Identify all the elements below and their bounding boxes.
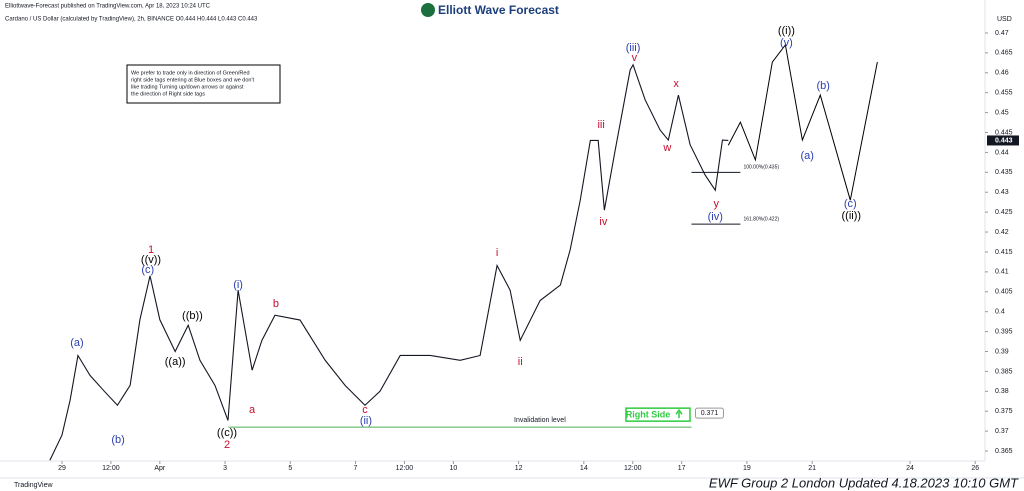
x-tick-label: Apr <box>154 465 166 472</box>
y-tick-label: 0.47 <box>995 30 1009 37</box>
y-tick-label: 0.39 <box>995 348 1009 355</box>
wave-label: i <box>496 247 498 259</box>
wave-label: (a) <box>70 337 83 349</box>
y-tick-label: 0.445 <box>995 129 1013 136</box>
x-tick-label: 12 <box>515 465 523 472</box>
wave-label: 2 <box>224 439 230 451</box>
note-box <box>126 64 281 104</box>
y-tick-label: 0.4 <box>995 309 1005 316</box>
published-line: Elliottwave-Forecast published on Tradin… <box>5 4 211 10</box>
x-tick-label: 26 <box>971 465 979 472</box>
y-tick-label: 0.395 <box>995 328 1013 335</box>
wave-label: c <box>362 404 368 416</box>
wave-label: (v) <box>780 37 793 49</box>
x-tick-label: 14 <box>580 465 588 472</box>
wave-label: (iv) <box>708 211 723 223</box>
y-tick-label: 0.37 <box>995 428 1009 435</box>
footer-caption: EWF Group 2 London Updated 4.18.2023 10:… <box>709 475 1019 490</box>
wave-label: (b) <box>816 80 829 92</box>
x-tick-label: 10 <box>449 465 457 472</box>
x-tick-label: 29 <box>58 465 66 472</box>
level-label: 100.00%(0.435) <box>743 165 779 171</box>
right-side-tag <box>625 407 691 422</box>
x-tick-label: 3 <box>223 465 227 472</box>
symbol-line: Cardano / US Dollar (calculated by Tradi… <box>5 17 258 23</box>
x-tick-label: 19 <box>743 465 751 472</box>
x-tick-label: 7 <box>354 465 358 472</box>
note-line: We prefer to trade only in direction of … <box>131 70 250 76</box>
wave-label: ((ii)) <box>842 210 862 222</box>
wave-label: ((b)) <box>182 310 203 322</box>
wave-label: ((i)) <box>778 25 795 37</box>
wave-label: v <box>632 52 638 64</box>
x-tick-label: 17 <box>678 465 686 472</box>
note: We prefer to trade only in direction of … <box>131 70 255 97</box>
price-line <box>49 63 729 461</box>
y-tick-label: 0.46 <box>995 70 1009 77</box>
x-tick-label: 12:00 <box>396 465 414 472</box>
footer-brand: TradingView <box>14 482 53 489</box>
last-price-label: 0.443 <box>995 137 1013 144</box>
wave-label: w <box>662 142 671 154</box>
right-side-arrow <box>675 408 683 419</box>
x-tick-label: 12:00 <box>102 465 120 472</box>
note-line: like trading Turning up/down arrows or a… <box>131 84 244 90</box>
wave-label: (b) <box>111 434 124 446</box>
x-tick-label: 5 <box>288 465 292 472</box>
y-tick-label: 0.43 <box>995 189 1009 196</box>
wave-label: y <box>713 198 719 210</box>
wave-label: 1 <box>148 244 154 256</box>
y-tick-label: 0.455 <box>995 90 1013 97</box>
wave-label: (iii) <box>626 42 641 54</box>
y-tick-label: 0.42 <box>995 229 1009 236</box>
right-side-label: Right Side <box>626 410 671 420</box>
wave-label: iii <box>597 119 604 131</box>
note-line: right side tags entering at Blue boxes a… <box>131 77 255 83</box>
last-price-tag <box>987 135 1019 146</box>
y-unit: USD <box>997 16 1012 23</box>
wave-label: (i) <box>233 279 243 291</box>
logo-text: Elliott Wave Forecast <box>438 3 559 17</box>
wave-label: a <box>249 404 256 416</box>
y-tick-label: 0.365 <box>995 448 1013 455</box>
wave-label: iv <box>599 216 607 228</box>
level-label: 161.80%(0.422) <box>743 216 779 222</box>
wave-label: ((a)) <box>165 356 186 368</box>
y-tick-label: 0.385 <box>995 368 1013 375</box>
wave-label: b <box>273 298 279 310</box>
y-tick-label: 0.44 <box>995 149 1009 156</box>
level-label: Invalidation level <box>514 417 566 424</box>
y-tick-label: 0.45 <box>995 109 1009 116</box>
note-line: the direction of Right side tags <box>131 91 205 97</box>
wave-label: (ii) <box>360 415 372 427</box>
wave-label: ii <box>518 356 523 368</box>
wave-label: ((v)) <box>141 254 161 266</box>
y-tick-label: 0.405 <box>995 289 1013 296</box>
wave-label: (c) <box>844 198 857 210</box>
y-tick-label: 0.375 <box>995 408 1013 415</box>
projection-line <box>727 43 878 201</box>
wave-label: x <box>673 78 679 90</box>
y-tick-label: 0.465 <box>995 50 1013 57</box>
x-tick-label: 21 <box>808 465 816 472</box>
x-tick-label: 24 <box>906 465 914 472</box>
price-tag-label: 0.371 <box>701 410 719 417</box>
logo-icon <box>421 3 435 17</box>
y-tick-label: 0.41 <box>995 269 1009 276</box>
wave-label: (c) <box>141 264 154 276</box>
y-tick-label: 0.435 <box>995 169 1013 176</box>
x-tick-label: 12:00 <box>624 465 642 472</box>
y-tick-label: 0.415 <box>995 249 1013 256</box>
price-tag <box>694 407 724 419</box>
y-tick-label: 0.425 <box>995 209 1013 216</box>
y-tick-label: 0.38 <box>995 388 1009 395</box>
wave-label: ((c)) <box>217 427 237 439</box>
wave-label: (a) <box>801 150 814 162</box>
